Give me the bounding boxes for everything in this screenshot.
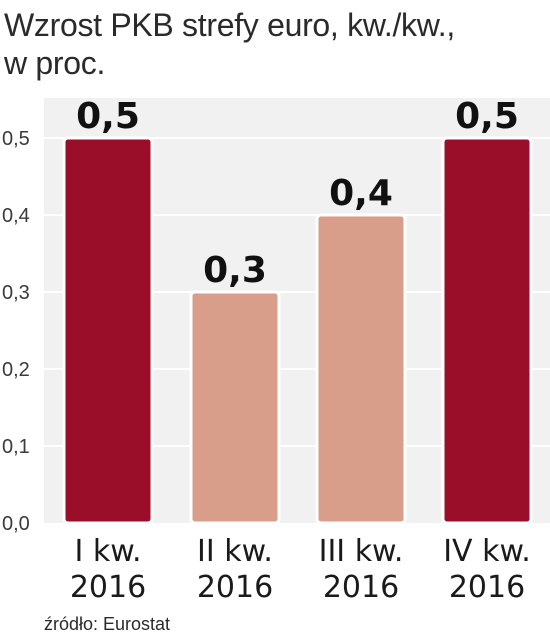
x-tick-label: III kw.	[319, 534, 404, 569]
y-axis-tick-labels: 0,0 0,1 0,2 0,3 0,4 0,5	[2, 128, 30, 535]
x-tick-label: 2016	[70, 570, 146, 605]
data-label: 0,5	[455, 96, 519, 137]
y-tick-label: 0,4	[2, 205, 30, 227]
y-tick-label: 0,5	[2, 128, 30, 150]
bar	[441, 136, 533, 525]
source-note: źródło: Eurostat	[44, 614, 171, 634]
bars	[62, 136, 533, 525]
bar	[62, 136, 154, 525]
y-tick-label: 0,0	[2, 513, 30, 535]
x-tick-label: II kw.	[197, 534, 273, 569]
chart-title-line-1: Wzrost PKB strefy euro, kw./kw.,	[4, 7, 455, 43]
x-tick-label: I kw.	[74, 534, 141, 569]
y-tick-label: 0,3	[2, 282, 30, 304]
x-tick-label: 2016	[197, 570, 273, 605]
data-label: 0,5	[76, 96, 140, 137]
chart-title-line-2: w proc.	[4, 45, 106, 81]
x-tick-label: 2016	[323, 570, 399, 605]
data-labels: 0,5 0,3 0,4 0,5	[76, 96, 519, 291]
bar	[189, 290, 281, 525]
data-label: 0,3	[203, 250, 267, 291]
x-tick-label: 2016	[449, 570, 525, 605]
y-tick-label: 0,2	[2, 359, 30, 381]
y-tick-label: 0,1	[2, 436, 30, 458]
data-label: 0,4	[329, 173, 393, 214]
x-tick-label: IV kw.	[443, 534, 531, 569]
bar	[315, 213, 407, 525]
chart-title: Wzrost PKB strefy euro, kw./kw., w proc.	[4, 6, 544, 82]
